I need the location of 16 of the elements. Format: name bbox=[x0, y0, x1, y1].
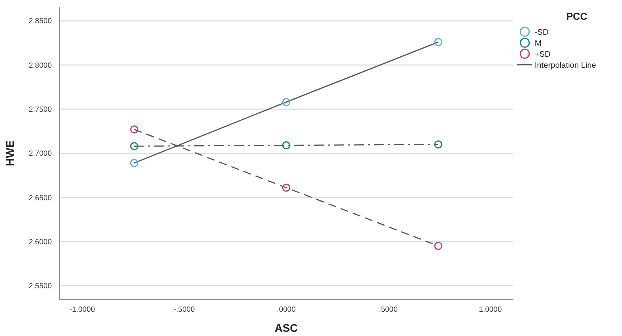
point bbox=[130, 126, 139, 134]
point bbox=[282, 141, 291, 150]
point bbox=[434, 242, 443, 250]
x-axis-title: ASC bbox=[274, 323, 298, 335]
point bbox=[282, 98, 291, 106]
legend-label: M bbox=[535, 38, 542, 48]
legend-label: +SD bbox=[535, 50, 552, 59]
point bbox=[282, 184, 291, 192]
point bbox=[434, 38, 443, 46]
legend-title: PCC bbox=[566, 12, 588, 23]
y-axis-title: HWE bbox=[5, 140, 17, 166]
legend-label: -SD bbox=[535, 28, 549, 37]
point bbox=[434, 140, 443, 149]
point bbox=[130, 159, 139, 168]
point bbox=[130, 142, 139, 151]
legend-label: Interpolation Line bbox=[535, 60, 597, 70]
